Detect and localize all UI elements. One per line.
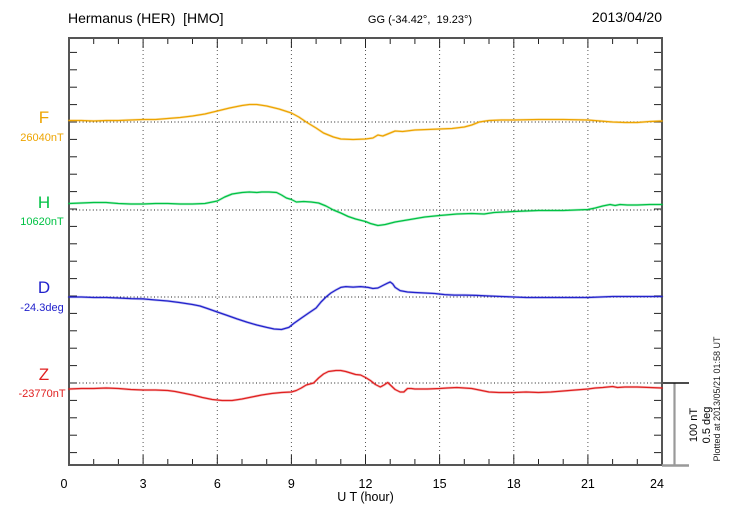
scale-bar-label-nT: 100 nT: [688, 407, 700, 443]
plot-timestamp: Plotted at 2013/05/21 01:58 UT: [712, 336, 722, 462]
scale-bar-label: 100 nT 0.5 deg: [688, 395, 714, 455]
trace-baseline-F: 26040nT: [20, 132, 64, 144]
plot-frame: [68, 37, 663, 466]
trace-curve-Z: [68, 369, 663, 402]
geographic-coordinates: GG (-34.42°, 19.23°): [367, 14, 473, 26]
axis-ticks: [70, 39, 661, 464]
trace-letter-Z: Z: [38, 365, 50, 384]
trace-baseline-H: 10620nT: [20, 216, 64, 228]
x-tick-labels: 0 3 6 9 12 15 18 21 24: [61, 477, 664, 491]
scale-bar: [662, 382, 689, 467]
x-tick-label: 6: [214, 477, 221, 491]
x-tick-label: 21: [581, 477, 595, 491]
trace-curve-H-halo: [67, 190, 664, 227]
x-tick-label: 18: [507, 477, 521, 491]
trace-letter-H: H: [37, 193, 51, 212]
x-tick-label: 12: [359, 477, 373, 491]
trace-baseline-D: -24.3deg: [20, 302, 64, 314]
x-tick-label: 3: [140, 477, 147, 491]
x-tick-label: 15: [433, 477, 447, 491]
x-tick-label: 0: [61, 477, 68, 491]
trace-letter-D: D: [37, 278, 51, 297]
x-tick-label: 24: [650, 477, 664, 491]
trace-curves: [67, 103, 664, 402]
x-tick-label: 9: [288, 477, 295, 491]
x-axis-title: U T (hour): [337, 490, 394, 504]
trace-curve-F: [68, 103, 663, 141]
trace-curve-Z-halo: [67, 369, 664, 402]
gridlines: [142, 38, 589, 465]
baselines: [69, 121, 662, 384]
trace-curve-D: [68, 281, 663, 331]
date-label: 2013/04/20: [591, 9, 662, 25]
trace-curve-H: [68, 191, 663, 227]
trace-baseline-Z: -23770nT: [18, 388, 66, 400]
station-title: Hermanus (HER) [HMO]: [68, 10, 224, 26]
trace-letter-F: F: [38, 108, 50, 127]
